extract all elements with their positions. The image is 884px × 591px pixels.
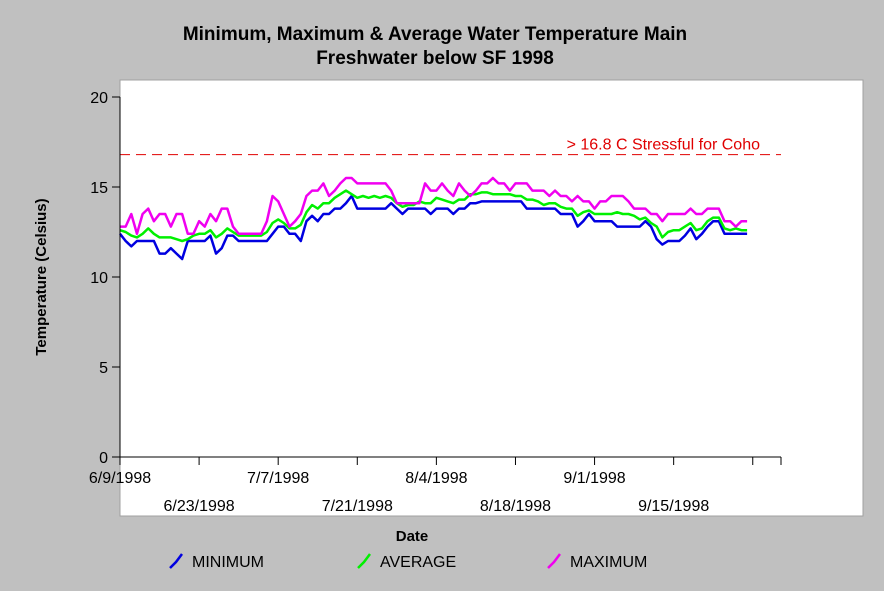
x-tick-label: 9/15/1998 [638, 498, 709, 515]
y-tick-label: 20 [90, 90, 108, 107]
y-axis-title: Temperature (Celsius) [33, 198, 50, 355]
x-tick-label: 9/1/1998 [563, 470, 625, 487]
legend: MINIMUM AVERAGE MAXIMUM [169, 553, 647, 571]
plot-area [119, 79, 864, 517]
x-ticks: 6/9/1998 7/7/1998 8/4/1998 9/1/1998 6/23/199… [89, 457, 782, 515]
y-tick-label: 0 [99, 450, 108, 467]
series-line-maximum [120, 176, 748, 236]
legend-swatch-maximum [547, 553, 561, 569]
threshold-group: > 16.8 C Stressful for Coho [120, 137, 781, 156]
x-tick-label: 8/4/1998 [405, 470, 467, 487]
series-line-minimum [119, 194, 748, 261]
x-axis-title: Date [396, 528, 429, 545]
legend-swatch-minimum [169, 553, 183, 569]
y-tick-label: 15 [90, 180, 108, 197]
y-tick-label: 5 [99, 360, 108, 377]
legend-label-minimum: MINIMUM [192, 554, 264, 571]
legend-label-maximum: MAXIMUM [570, 554, 647, 571]
legend-swatch-average [357, 553, 371, 569]
threshold-label: > 16.8 C Stressful for Coho [567, 137, 761, 154]
x-tick-label: 8/18/1998 [480, 498, 551, 515]
x-tick-label: 6/23/1998 [164, 498, 235, 515]
y-tick-label: 10 [90, 270, 108, 287]
chart-title-line1: Minimum, Maximum & Average Water Tempera… [183, 24, 687, 45]
series-group [119, 176, 748, 261]
x-tick-label: 7/21/1998 [322, 498, 393, 515]
legend-label-average: AVERAGE [380, 554, 456, 571]
x-tick-label: 7/7/1998 [247, 470, 309, 487]
series-line-average [119, 189, 748, 243]
chart-title-line2: Freshwater below SF 1998 [316, 48, 554, 69]
x-tick-label: 6/9/1998 [89, 470, 151, 487]
y-ticks: 0 5 10 15 20 [90, 90, 120, 467]
